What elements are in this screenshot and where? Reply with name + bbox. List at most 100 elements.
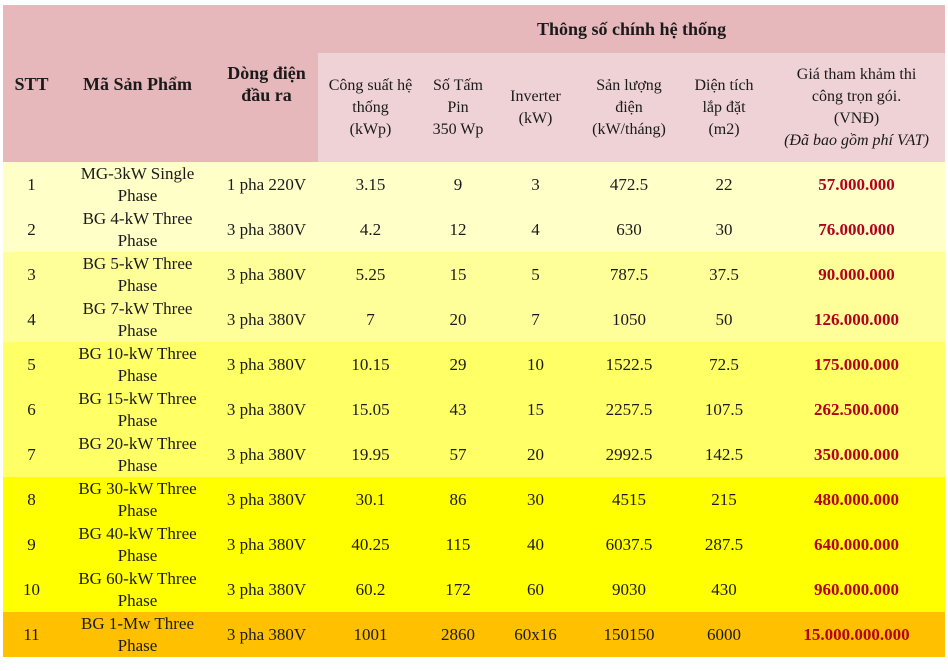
cell-inverter: 4 xyxy=(531,219,540,239)
cell-output: 3 pha 380V xyxy=(226,219,307,239)
header-yield: Sản lượng điện (kW/tháng) xyxy=(578,53,680,162)
cell-yield: 1522.5 xyxy=(605,354,653,374)
cell-yield: 6037.5 xyxy=(605,534,653,554)
cell-output: 3 pha 380V xyxy=(226,624,307,644)
cell-inverter: 5 xyxy=(531,264,540,284)
cell-inverter: 7 xyxy=(531,309,540,329)
cell-inverter: 20 xyxy=(527,444,544,464)
cell-capacity: 4.2 xyxy=(359,219,382,239)
table-row: 11 BG 1-Mw Three Phase 3 pha 380V 1001 2860 60… xyxy=(3,612,946,657)
table-row: 5 BG 10-kW Three Phase 3 pha 380V 10.15 29 10 1… xyxy=(3,342,946,387)
table-row: 3 BG 5-kW Three Phase 3 pha 380V 5.25 15 5 787.… xyxy=(3,252,946,297)
header-group: Thông số chính hệ thống xyxy=(318,5,946,53)
cell-area: 22 xyxy=(715,174,733,194)
table-row: 1 MG-3kW Single Phase 1 pha 220V 3.15 9 3 472.5… xyxy=(3,162,946,207)
cell-panels: 43 xyxy=(449,399,467,419)
cell-stt: 9 xyxy=(27,534,36,554)
cell-product: BG 60-kW Three Phase xyxy=(78,568,197,610)
cell-panels: 57 xyxy=(449,444,467,464)
cell-yield: 1050 xyxy=(612,309,646,329)
cell-output: 1 pha 220V xyxy=(226,174,307,194)
cell-price: 76.000.000 xyxy=(818,219,895,239)
cell-stt: 4 xyxy=(27,309,36,329)
table-body: 1 MG-3kW Single Phase 1 pha 220V 3.15 9 3 472.5… xyxy=(3,162,946,657)
cell-yield: 2257.5 xyxy=(605,399,653,419)
cell-output: 3 pha 380V xyxy=(226,579,307,599)
header-area: Diện tích lắp đặt (m2) xyxy=(680,53,768,162)
cell-area: 142.5 xyxy=(704,444,744,464)
cell-panels: 20 xyxy=(449,309,467,329)
table-row: 8 BG 30-kW Three Phase 3 pha 380V 30.1 86 30 45… xyxy=(3,477,946,522)
cell-area: 107.5 xyxy=(704,399,744,419)
table-row: 9 BG 40-kW Three Phase 3 pha 380V 40.25 115 40… xyxy=(3,522,946,567)
cell-stt: 6 xyxy=(27,399,36,419)
cell-panels: 2860 xyxy=(441,624,475,644)
cell-capacity: 5.25 xyxy=(355,264,386,284)
cell-product: BG 15-kW Three Phase xyxy=(78,388,197,430)
cell-area: 430 xyxy=(711,579,737,599)
cell-output: 3 pha 380V xyxy=(226,444,307,464)
cell-output: 3 pha 380V xyxy=(226,489,307,509)
cell-price: 480.000.000 xyxy=(814,489,900,509)
price-table: STT Mã Sản Phẩm Dòng điện đầu ra Thông s… xyxy=(3,5,946,657)
cell-panels: 172 xyxy=(445,579,471,599)
cell-inverter: 30 xyxy=(527,489,544,509)
header-price: Giá tham khảm thi công trọn gói. (VNĐ) (… xyxy=(768,53,946,162)
cell-capacity: 1001 xyxy=(353,624,388,644)
cell-area: 30 xyxy=(715,219,733,239)
cell-product: BG 5-kW Three Phase xyxy=(82,253,193,295)
cell-panels: 86 xyxy=(449,489,467,509)
cell-panels: 9 xyxy=(453,174,463,194)
cell-panels: 12 xyxy=(449,219,467,239)
cell-product: MG-3kW Single Phase xyxy=(80,163,195,205)
cell-area: 6000 xyxy=(707,624,741,644)
cell-price: 350.000.000 xyxy=(814,444,900,464)
cell-price: 57.000.000 xyxy=(818,174,895,194)
cell-stt: 7 xyxy=(27,444,36,464)
cell-product: BG 7-kW Three Phase xyxy=(82,298,193,340)
cell-area: 215 xyxy=(711,489,737,509)
header-output: Dòng điện đầu ra xyxy=(215,5,318,162)
cell-product: BG 30-kW Three Phase xyxy=(78,478,197,520)
cell-area: 50 xyxy=(715,309,733,329)
cell-output: 3 pha 380V xyxy=(226,534,307,554)
table-row: 10 BG 60-kW Three Phase 3 pha 380V 60.2 172 60… xyxy=(3,567,946,612)
cell-price: 15.000.000.000 xyxy=(803,624,910,644)
cell-yield: 150150 xyxy=(603,624,655,644)
cell-product: BG 4-kW Three Phase xyxy=(82,208,193,250)
cell-yield: 2992.5 xyxy=(605,444,653,464)
cell-panels: 115 xyxy=(445,534,471,554)
table-row: 6 BG 15-kW Three Phase 3 pha 380V 15.05 43 15 2… xyxy=(3,387,946,432)
cell-yield: 787.5 xyxy=(609,264,649,284)
cell-capacity: 15.05 xyxy=(351,399,390,419)
cell-capacity: 30.1 xyxy=(355,489,386,509)
cell-panels: 15 xyxy=(449,264,467,284)
price-vat-note: (Đã bao gồm phí VAT) xyxy=(784,131,929,149)
cell-area: 37.5 xyxy=(709,264,739,284)
cell-product: BG 10-kW Three Phase xyxy=(78,343,197,385)
table-row: 4 BG 7-kW Three Phase 3 pha 380V 7 20 7 1050 50 1… xyxy=(3,297,946,342)
cell-capacity: 19.95 xyxy=(351,444,390,464)
cell-output: 3 pha 380V xyxy=(226,309,307,329)
cell-price: 90.000.000 xyxy=(818,264,895,284)
cell-price: 960.000.000 xyxy=(814,579,900,599)
header-panels: Số Tấm Pin 350 Wp xyxy=(423,53,493,162)
cell-capacity: 60.2 xyxy=(355,579,386,599)
header-inverter: Inverter (kW) xyxy=(493,53,578,162)
cell-product: BG 40-kW Three Phase xyxy=(78,523,197,565)
cell-output: 3 pha 380V xyxy=(226,399,307,419)
cell-stt: 8 xyxy=(27,489,36,509)
cell-yield: 4515 xyxy=(612,489,646,509)
cell-panels: 29 xyxy=(449,354,467,374)
header-stt: STT xyxy=(3,5,60,162)
cell-yield: 472.5 xyxy=(609,174,649,194)
cell-stt: 11 xyxy=(23,624,40,644)
cell-inverter: 60x16 xyxy=(514,624,557,644)
cell-price: 126.000.000 xyxy=(814,309,900,329)
table-row: 2 BG 4-kW Three Phase 3 pha 380V 4.2 12 4 630 30… xyxy=(3,207,946,252)
cell-stt: 3 xyxy=(27,264,36,284)
cell-capacity: 3.15 xyxy=(355,174,386,194)
cell-inverter: 40 xyxy=(527,534,544,554)
cell-price: 262.500.000 xyxy=(814,399,900,419)
header-product: Mã Sản Phẩm xyxy=(60,5,215,162)
